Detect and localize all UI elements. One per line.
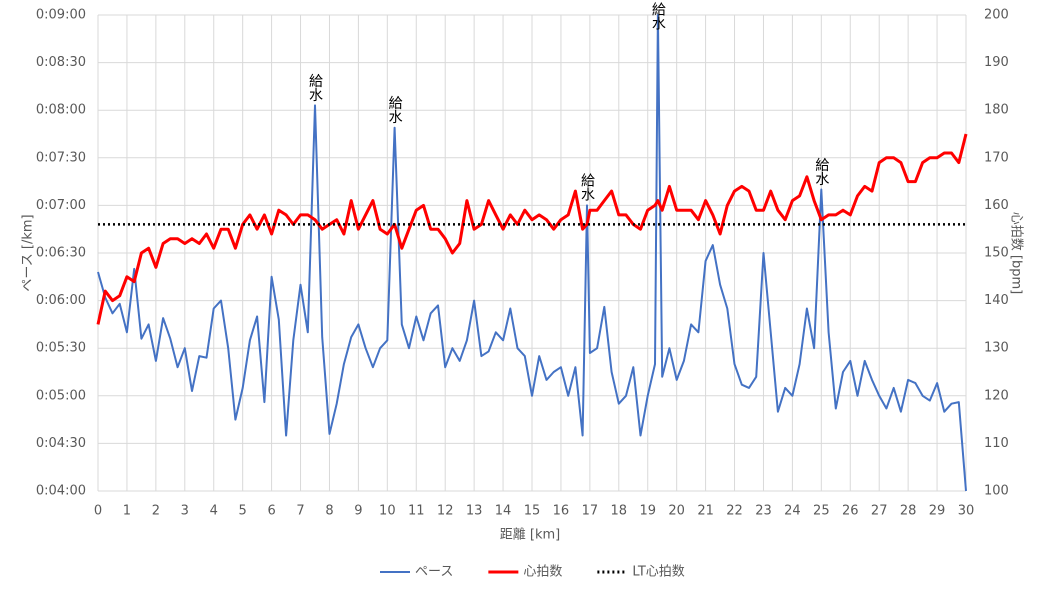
x-tick-label: 2 [152, 504, 160, 519]
y-tick-label: 0:04:00 [36, 484, 86, 499]
x-tick-label: 3 [181, 504, 189, 519]
series-line [97, 14, 967, 492]
legend-label: 心拍数 [523, 565, 562, 580]
y2-tick-label: 120 [984, 388, 1009, 403]
x-tick-label: 14 [495, 504, 512, 519]
x-tick-label: 6 [267, 504, 275, 519]
x-tick-label: 20 [668, 504, 685, 519]
y-tick-label: 0:07:00 [36, 198, 86, 213]
x-tick-label: 8 [325, 504, 333, 519]
x-tick-label: 22 [726, 504, 743, 519]
x-tick-label: 24 [784, 504, 801, 519]
legend-label: LT心拍数 [632, 565, 684, 580]
legend-label: ペース [415, 565, 453, 580]
y-tick-label: 0:06:00 [36, 293, 86, 308]
x-tick-label: 25 [813, 504, 830, 519]
y2-tick-label: 170 [984, 150, 1009, 165]
x-tick-label: 18 [611, 504, 628, 519]
y-tick-label: 0:05:00 [36, 388, 86, 403]
x-tick-label: 19 [639, 504, 656, 519]
x-tick-label: 21 [697, 504, 714, 519]
y-tick-label: 0:06:30 [36, 246, 86, 261]
x-axis-title: 距離 [km] [500, 528, 560, 543]
y2-tick-label: 130 [984, 341, 1009, 356]
x-tick-label: 27 [871, 504, 888, 519]
x-tick-label: 26 [842, 504, 859, 519]
y-tick-label: 0:08:00 [36, 103, 86, 118]
x-tick-label: 9 [354, 504, 362, 519]
x-tick-label: 10 [379, 504, 396, 519]
series-line [96, 133, 968, 325]
x-tick-label: 28 [900, 504, 917, 519]
x-tick-label: 12 [437, 504, 454, 519]
y2-tick-label: 140 [984, 293, 1009, 308]
annotation: 給水 [579, 173, 595, 201]
y2-tick-label: 110 [984, 436, 1009, 451]
x-tick-label: 5 [239, 504, 247, 519]
y-tick-label: 0:04:30 [36, 436, 86, 451]
x-tick-label: 16 [553, 504, 570, 519]
y2-tick-label: 100 [984, 484, 1009, 499]
y-axis-title: ペース [/km] [21, 214, 36, 291]
annotation: 給水 [387, 96, 403, 124]
x-tick-label: 17 [582, 504, 599, 519]
y-tick-label: 0:05:30 [36, 341, 86, 356]
x-tick-label: 1 [123, 504, 131, 519]
x-tick-label: 0 [94, 504, 102, 519]
x-tick-label: 15 [524, 504, 541, 519]
y2-tick-label: 160 [984, 198, 1009, 213]
y2-axis-title: 心拍数 [bpm] [1009, 212, 1024, 294]
y2-tick-label: 200 [984, 8, 1009, 23]
x-tick-label: 30 [958, 504, 975, 519]
y2-tick-label: 190 [984, 55, 1009, 70]
x-tick-label: 29 [929, 504, 946, 519]
y2-tick-label: 150 [984, 246, 1009, 261]
x-tick-label: 11 [408, 504, 425, 519]
y-tick-label: 0:08:30 [36, 55, 86, 70]
y-tick-label: 0:07:30 [36, 150, 86, 165]
annotation: 給水 [650, 2, 666, 30]
x-tick-label: 23 [755, 504, 772, 519]
y-tick-label: 0:09:00 [36, 8, 86, 23]
y2-tick-label: 180 [984, 103, 1009, 118]
x-tick-label: 4 [210, 504, 218, 519]
x-tick-label: 13 [466, 504, 483, 519]
x-tick-label: 7 [296, 504, 304, 519]
annotation: 給水 [307, 73, 323, 101]
annotation: 給水 [813, 158, 829, 186]
